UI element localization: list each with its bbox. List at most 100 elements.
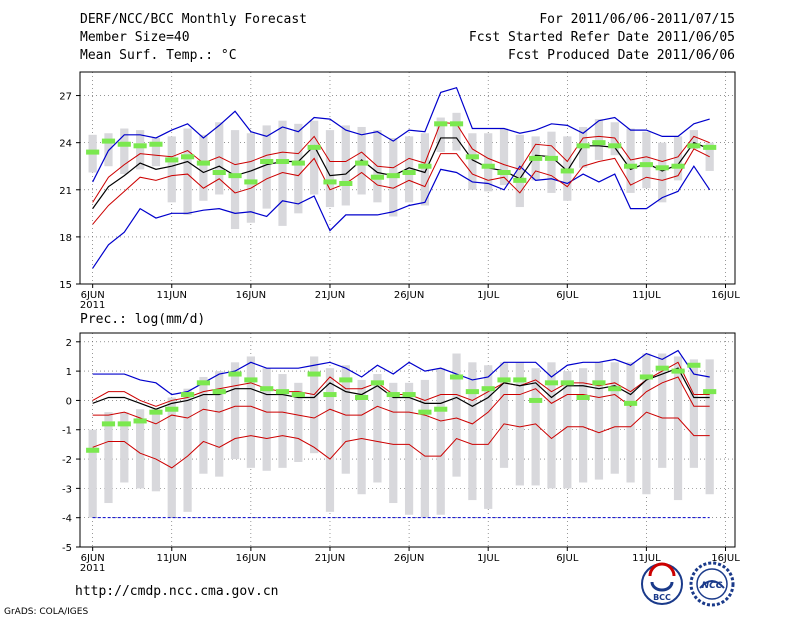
x-tick-label: 11JUN — [157, 553, 187, 564]
obs-marker — [196, 160, 210, 166]
obs-marker — [402, 392, 416, 398]
spread-bar — [436, 368, 445, 515]
series-line-q-high — [92, 361, 710, 407]
spread-bar — [673, 356, 683, 501]
x-tick-label: 26JUN — [394, 553, 424, 564]
ncc-logo: NCC — [689, 561, 735, 607]
obs-marker — [655, 365, 669, 371]
obs-marker — [418, 163, 432, 169]
y-tick-label: -3 — [62, 484, 72, 495]
spread-bar — [689, 130, 698, 149]
obs-marker — [671, 368, 685, 374]
obs-marker — [386, 392, 400, 398]
obs-marker — [481, 163, 495, 169]
spread-bar — [594, 119, 604, 160]
x-tick-label: 6JUL — [556, 290, 579, 301]
x-tick-label: 6JUN — [81, 553, 105, 564]
spread-bar — [199, 376, 208, 474]
obs-marker — [323, 392, 337, 398]
spread-bar — [325, 368, 335, 512]
spread-bar — [151, 409, 161, 492]
precip-title: Prec.: log(mm/d) — [80, 312, 205, 327]
spread-bar — [673, 136, 683, 181]
obs-marker — [260, 159, 274, 165]
obs-marker — [275, 159, 290, 165]
obs-marker — [323, 179, 337, 185]
obs-marker — [244, 179, 258, 185]
obs-marker — [687, 362, 701, 368]
spread-bar — [183, 128, 192, 215]
source-url[interactable]: http://cmdp.ncc.cma.gov.cn — [75, 584, 279, 599]
obs-marker — [671, 163, 685, 169]
x-tick-label: 16JUN — [236, 290, 266, 301]
spread-bar — [88, 429, 97, 518]
grads-credit: GrADS: COLA/IGES — [4, 607, 88, 617]
obs-marker — [307, 371, 321, 377]
obs-marker — [86, 447, 100, 453]
spread-bar — [484, 133, 493, 192]
obs-marker — [370, 380, 385, 386]
variable-label: Mean Surf. Temp.: °C — [80, 48, 237, 63]
obs-marker — [497, 377, 511, 383]
spread-bar — [404, 382, 414, 515]
spread-bar — [104, 412, 113, 504]
x-tick-label: 6JUN — [81, 290, 105, 301]
spread-bar — [547, 362, 556, 489]
spread-bar — [515, 362, 524, 486]
spread-bar — [468, 133, 477, 190]
obs-marker — [576, 143, 590, 149]
ncc-logo-text: NCC — [702, 581, 723, 591]
obs-marker — [608, 386, 622, 392]
series-line-mean — [92, 367, 710, 410]
obs-marker — [481, 386, 495, 392]
spread-bar — [310, 120, 319, 195]
obs-marker — [623, 400, 638, 406]
obs-marker — [608, 143, 622, 149]
obs-marker — [149, 141, 163, 147]
obs-marker — [497, 170, 511, 176]
spread-bar — [579, 368, 588, 483]
obs-marker — [434, 121, 448, 127]
spread-bar — [278, 374, 287, 468]
y-tick-label: 24 — [59, 139, 72, 150]
produced-date: Fcst Produced Date 2011/06/06 — [508, 48, 735, 63]
spread-bar — [246, 356, 255, 468]
spread-bar — [151, 137, 161, 167]
spread-bar — [563, 371, 572, 489]
obs-marker — [260, 386, 274, 392]
spread-bar — [310, 356, 319, 454]
y-tick-label: 0 — [66, 396, 72, 407]
obs-marker — [687, 143, 701, 149]
x-tick-label: 1JUL — [477, 290, 500, 301]
series-line-min — [92, 411, 710, 469]
spread-bar — [420, 379, 430, 518]
series-line-max — [92, 165, 711, 269]
spread-bar — [626, 128, 635, 193]
obs-marker — [244, 377, 258, 383]
bcc-logo: BCC — [641, 562, 683, 605]
obs-marker — [592, 140, 606, 146]
spread-bar — [341, 125, 350, 206]
start-date: Fcst Started Refer Date 2011/06/05 — [469, 30, 735, 45]
obs-marker — [592, 380, 606, 386]
x-tick-label: 16JUL — [711, 553, 740, 564]
obs-marker — [623, 163, 638, 169]
year-label: 2011 — [80, 563, 105, 574]
obs-marker — [355, 160, 369, 166]
temperature-panel: 15 18 21 24 27 6JUN 11JUN 16JUN 21JUN 26JUN 1JUL 6J… — [59, 71, 740, 311]
y-tick-label: 1 — [66, 367, 72, 378]
obs-marker — [212, 170, 226, 176]
spread-bar — [341, 365, 350, 474]
series-line-max-top — [92, 86, 710, 183]
spread-bar — [547, 131, 556, 193]
obs-marker — [449, 374, 464, 380]
spread-bar — [262, 125, 271, 209]
spread-bar — [167, 397, 176, 518]
spread-bar — [199, 134, 208, 201]
y-tick-label: 2 — [66, 338, 72, 349]
spread-bar — [642, 131, 651, 189]
obs-marker — [117, 141, 131, 147]
y-tick-label: 15 — [59, 280, 72, 291]
plot-frame — [79, 332, 736, 548]
